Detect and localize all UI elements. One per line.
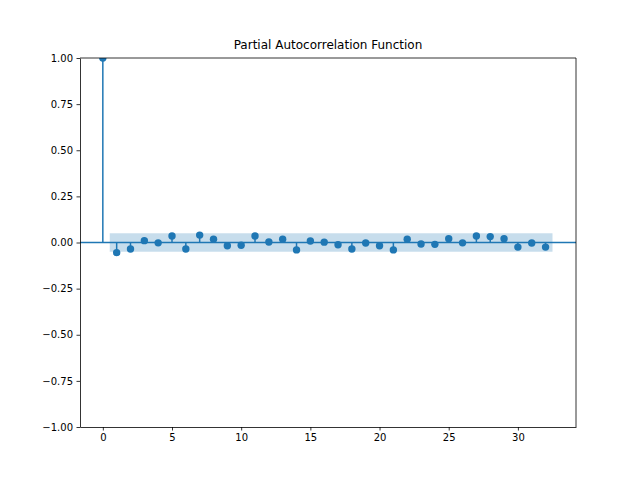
x-tick-mark bbox=[310, 427, 311, 431]
y-tick-mark bbox=[77, 196, 81, 197]
y-tick-label: −1.00 bbox=[42, 422, 73, 433]
marks bbox=[80, 58, 576, 256]
x-tick-label: 5 bbox=[169, 432, 175, 443]
y-tick: −0.75 bbox=[42, 376, 80, 387]
y-tick-mark bbox=[77, 381, 81, 382]
frame-top bbox=[80, 58, 576, 59]
y-tick-label: 0.25 bbox=[51, 191, 73, 202]
point bbox=[404, 235, 411, 242]
y-tick-label: 0.75 bbox=[51, 99, 73, 110]
y-tick-label: −0.75 bbox=[42, 376, 73, 387]
point bbox=[473, 232, 480, 239]
y-tick-label: 0.00 bbox=[51, 237, 73, 248]
x-tick: 5 bbox=[169, 427, 175, 443]
point bbox=[417, 240, 424, 247]
x-axis: 0 5 10 15 20 25 30 bbox=[81, 427, 577, 443]
x-tick-mark bbox=[241, 427, 242, 431]
point bbox=[307, 237, 314, 244]
point bbox=[528, 239, 535, 246]
x-tick-mark bbox=[449, 427, 450, 431]
point bbox=[224, 242, 231, 249]
point bbox=[99, 58, 106, 62]
chart: 0 5 10 15 20 25 30 −1.00 −0.75 −0.50 −0.25 0.00 0.25… bbox=[0, 0, 640, 480]
x-tick-label: 20 bbox=[374, 432, 387, 443]
point bbox=[514, 243, 521, 250]
point bbox=[251, 232, 258, 239]
y-tick-mark bbox=[77, 335, 81, 336]
point bbox=[348, 245, 355, 252]
y-tick-label: 0.50 bbox=[51, 145, 73, 156]
point bbox=[334, 241, 341, 248]
point bbox=[141, 237, 148, 244]
y-tick: 1.00 bbox=[51, 53, 80, 64]
point bbox=[168, 232, 175, 239]
baseline bbox=[80, 242, 576, 244]
point bbox=[237, 242, 244, 249]
y-tick-label: 1.00 bbox=[51, 53, 73, 64]
y-tick-label: −0.25 bbox=[42, 283, 73, 294]
point bbox=[445, 235, 452, 242]
point bbox=[431, 241, 438, 248]
plot-area: 0 5 10 15 20 25 30 −1.00 −0.75 −0.50 −0.25 0.00 0.25… bbox=[42, 53, 576, 443]
y-tick: 0.00 bbox=[51, 237, 80, 248]
y-tick: −0.25 bbox=[42, 283, 80, 294]
x-tick-label: 15 bbox=[304, 432, 317, 443]
x-tick: 30 bbox=[512, 427, 525, 443]
y-tick-mark bbox=[77, 104, 81, 105]
stem bbox=[102, 58, 104, 243]
point bbox=[487, 233, 494, 240]
y-tick-mark bbox=[77, 58, 81, 59]
axis-line bbox=[81, 427, 577, 428]
y-tick-label: −0.50 bbox=[42, 329, 73, 340]
x-tick: 15 bbox=[304, 427, 317, 443]
x-tick-mark bbox=[172, 427, 173, 431]
x-tick: 0 bbox=[100, 427, 106, 443]
point bbox=[127, 245, 134, 252]
y-tick-mark bbox=[77, 427, 81, 428]
point bbox=[265, 238, 272, 245]
point bbox=[362, 239, 369, 246]
y-tick: −0.50 bbox=[42, 329, 80, 340]
point bbox=[279, 235, 286, 242]
point bbox=[210, 235, 217, 242]
x-tick-label: 25 bbox=[443, 432, 456, 443]
y-axis: −1.00 −0.75 −0.50 −0.25 0.00 0.25 0.50 0.75 1.00 bbox=[42, 53, 80, 433]
point bbox=[196, 231, 203, 238]
x-tick: 10 bbox=[235, 427, 248, 443]
y-tick-mark bbox=[77, 289, 81, 290]
point bbox=[113, 249, 120, 256]
x-tick: 25 bbox=[443, 427, 456, 443]
point bbox=[376, 242, 383, 249]
x-tick-mark bbox=[380, 427, 381, 431]
y-tick: −1.00 bbox=[42, 422, 80, 433]
point bbox=[542, 243, 549, 250]
x-tick-label: 0 bbox=[100, 432, 106, 443]
point bbox=[293, 246, 300, 253]
x-tick: 20 bbox=[374, 427, 387, 443]
point bbox=[500, 235, 507, 242]
axis-line bbox=[80, 59, 81, 428]
x-tick-mark bbox=[103, 427, 104, 431]
point bbox=[182, 245, 189, 252]
title: Partial Autocorrelation Function bbox=[234, 38, 423, 52]
y-tick: 0.25 bbox=[51, 191, 80, 202]
y-tick-mark bbox=[77, 243, 81, 244]
point bbox=[459, 239, 466, 246]
x-tick-label: 10 bbox=[235, 432, 248, 443]
y-tick: 0.75 bbox=[51, 99, 80, 110]
y-tick-mark bbox=[77, 150, 81, 151]
point bbox=[320, 238, 327, 245]
frame-right bbox=[576, 58, 577, 427]
point bbox=[390, 246, 397, 253]
x-tick-mark bbox=[518, 427, 519, 431]
point bbox=[154, 239, 161, 246]
x-tick-label: 30 bbox=[512, 432, 525, 443]
y-tick: 0.50 bbox=[51, 145, 80, 156]
